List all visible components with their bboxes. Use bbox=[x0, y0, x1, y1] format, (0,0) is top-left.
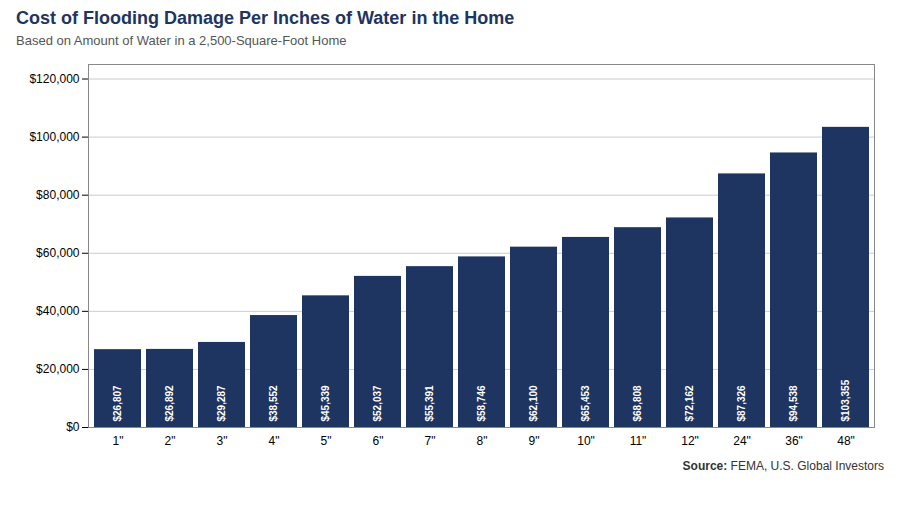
svg-text:$120,000: $120,000 bbox=[29, 72, 79, 86]
svg-text:$45,339: $45,339 bbox=[320, 385, 331, 422]
svg-text:$52,037: $52,037 bbox=[372, 385, 383, 422]
svg-text:$62,100: $62,100 bbox=[528, 385, 539, 422]
svg-text:11": 11" bbox=[630, 434, 647, 448]
svg-text:$29,287: $29,287 bbox=[216, 385, 227, 422]
svg-text:24": 24" bbox=[733, 434, 751, 448]
svg-text:8": 8" bbox=[477, 434, 488, 448]
svg-text:$38,552: $38,552 bbox=[268, 385, 279, 422]
html-text:Cost of Flooding Damage Per In: Cost of Flooding Damage Per Inches of Wa… bbox=[16, 8, 515, 28]
svg-text:12": 12" bbox=[681, 434, 699, 448]
svg-text:5": 5" bbox=[321, 434, 332, 448]
svg-text:$40,000: $40,000 bbox=[36, 304, 80, 318]
svg-text:1": 1" bbox=[113, 434, 124, 448]
html-text:Source: FEMA, U.S. Global Inve: Source: FEMA, U.S. Global Investors bbox=[682, 459, 884, 473]
svg-text:6": 6" bbox=[373, 434, 384, 448]
html-text:Based on Amount of Water in a: Based on Amount of Water in a 2,500-Squa… bbox=[16, 33, 347, 48]
svg-text:$26,807: $26,807 bbox=[112, 385, 123, 422]
svg-text:9": 9" bbox=[529, 434, 540, 448]
svg-text:$80,000: $80,000 bbox=[36, 188, 80, 202]
svg-text:$20,000: $20,000 bbox=[36, 362, 80, 376]
svg-text:$65,453: $65,453 bbox=[580, 385, 591, 422]
svg-text:$60,000: $60,000 bbox=[36, 246, 80, 260]
svg-text:7": 7" bbox=[425, 434, 436, 448]
svg-text:4": 4" bbox=[269, 434, 280, 448]
svg-text:3": 3" bbox=[217, 434, 228, 448]
svg-text:$103,355: $103,355 bbox=[840, 379, 851, 421]
svg-text:$26,892: $26,892 bbox=[164, 385, 175, 422]
svg-text:$87,326: $87,326 bbox=[736, 385, 747, 422]
svg-text:$55,391: $55,391 bbox=[424, 385, 435, 422]
svg-text:48": 48" bbox=[837, 434, 855, 448]
svg-text:$0: $0 bbox=[66, 420, 80, 434]
svg-text:36": 36" bbox=[785, 434, 803, 448]
svg-text:$72,162: $72,162 bbox=[684, 385, 695, 422]
svg-text:2": 2" bbox=[165, 434, 176, 448]
svg-text:10": 10" bbox=[577, 434, 595, 448]
svg-text:$100,000: $100,000 bbox=[29, 130, 79, 144]
svg-text:$58,746: $58,746 bbox=[476, 385, 487, 422]
svg-text:$94,538: $94,538 bbox=[788, 385, 799, 422]
svg-text:$68,808: $68,808 bbox=[632, 385, 643, 422]
